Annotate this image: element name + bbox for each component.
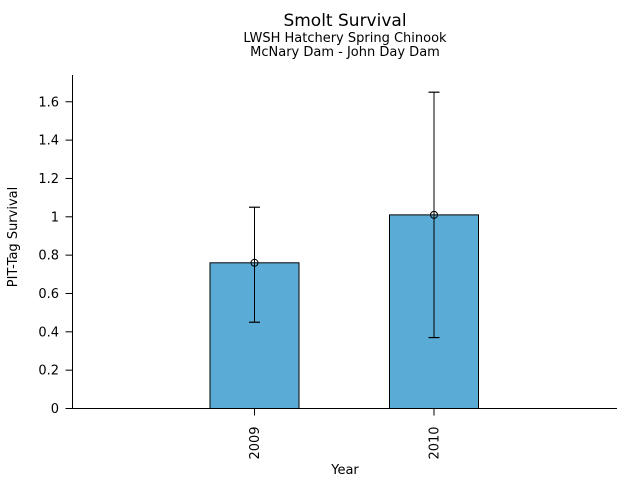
y-tick-label-0.6: 0.6 [38, 287, 59, 302]
chart-title: Smolt Survival [283, 11, 407, 31]
x-axis-label: Year [331, 463, 359, 478]
point-marker-2010 [430, 210, 438, 219]
chart-subtitle-hatchery: LWSH Hatchery Spring Chinook [243, 31, 447, 46]
y-tick-label-1: 1 [51, 210, 59, 225]
y-tick-label-1.6: 1.6 [38, 95, 59, 110]
x-tick-label-2010: 2010 [428, 426, 443, 459]
y-tick-label-0.2: 0.2 [38, 364, 59, 379]
y-axis-label: PIT-Tag Survival [6, 186, 21, 288]
y-tick-label-0: 0 [51, 402, 59, 417]
x-tick-label-2009: 2009 [248, 426, 263, 459]
y-tick-label-1.4: 1.4 [38, 134, 59, 149]
y-tick-label-1.2: 1.2 [38, 172, 59, 187]
y-tick-label-0.8: 0.8 [38, 249, 59, 264]
y-tick-label-0.4: 0.4 [38, 325, 59, 340]
chart-subtitle-reach: McNary Dam - John Day Dam [250, 45, 440, 60]
point-marker-2009 [250, 258, 259, 267]
